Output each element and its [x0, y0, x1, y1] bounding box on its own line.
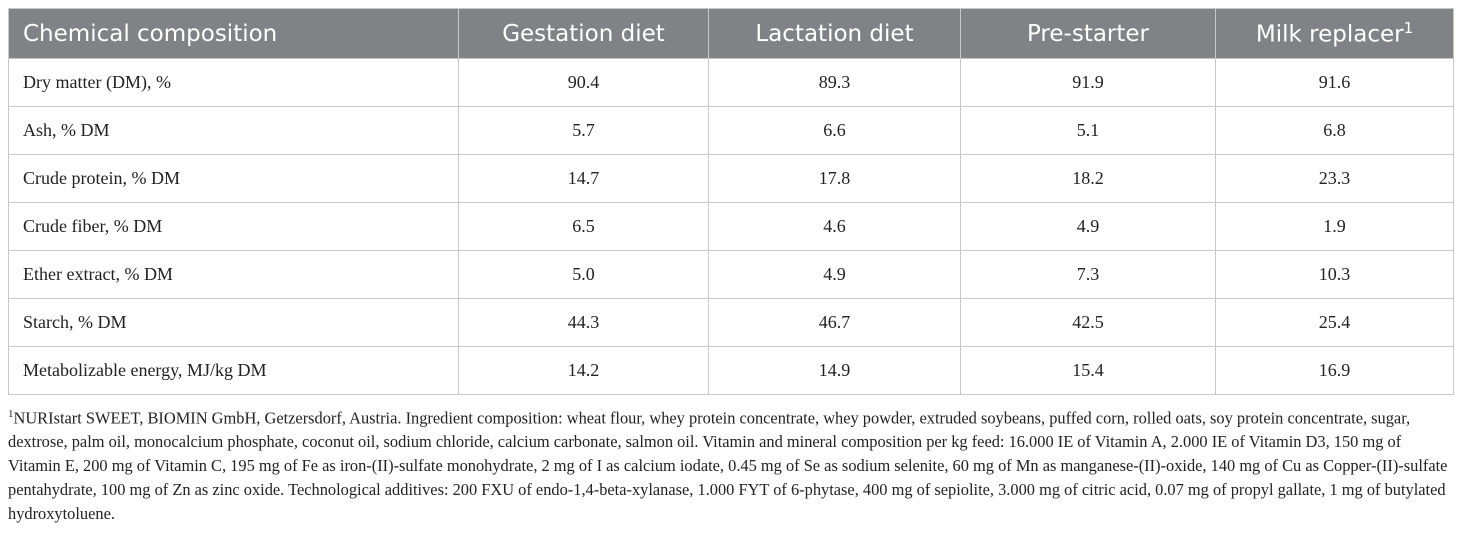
cell-value: 25.4 — [1215, 298, 1454, 347]
row-label: Ether extract, % DM — [8, 250, 459, 299]
header-text: Pre-starter — [1026, 20, 1150, 47]
table-body: Dry matter (DM), % 90.4 89.3 91.9 91.6 Ash, %… — [8, 58, 1454, 395]
footnote: 1NURIstart SWEET, BIOMIN GmbH, Getzersdo… — [8, 402, 1448, 526]
cell-value: 17.8 — [708, 154, 961, 203]
table-row: Crude protein, % DM 14.7 17.8 18.2 23.3 — [8, 154, 1454, 203]
row-label: Starch, % DM — [8, 298, 459, 347]
table-row: Metabolizable energy, MJ/kg DM 14.2 14.9 15… — [8, 346, 1454, 395]
cell-value: 10.3 — [1215, 250, 1454, 299]
cell-value: 42.5 — [960, 298, 1216, 347]
row-label: Crude fiber, % DM — [8, 202, 459, 251]
header-text: Gestation diet — [502, 20, 665, 47]
footnote-mark: 1 — [8, 408, 14, 420]
footnote-text: NURIstart SWEET, BIOMIN GmbH, Getzersdor… — [8, 408, 1448, 524]
composition-table: Chemical composition Gestation diet Lactat… — [8, 8, 1454, 395]
cell-value: 91.9 — [960, 58, 1216, 107]
cell-value: 7.3 — [960, 250, 1216, 299]
cell-value: 91.6 — [1215, 58, 1454, 107]
cell-value: 89.3 — [708, 58, 961, 107]
cell-value: 6.5 — [458, 202, 709, 251]
cell-value: 90.4 — [458, 58, 709, 107]
cell-value: 5.0 — [458, 250, 709, 299]
cell-value: 6.8 — [1215, 106, 1454, 155]
table-row: Ash, % DM 5.7 6.6 5.1 6.8 — [8, 106, 1454, 155]
header-cell: Lactation diet — [708, 8, 961, 59]
cell-value: 5.7 — [458, 106, 709, 155]
cell-value: 18.2 — [960, 154, 1216, 203]
cell-value: 4.9 — [960, 202, 1216, 251]
header-cell: Milk replacer1 — [1215, 8, 1454, 59]
header-text: Chemical composition — [23, 20, 278, 47]
row-label: Dry matter (DM), % — [8, 58, 459, 107]
table-row: Dry matter (DM), % 90.4 89.3 91.9 91.6 — [8, 58, 1454, 107]
cell-value: 23.3 — [1215, 154, 1454, 203]
header-text: Lactation diet — [755, 20, 914, 47]
header-text: Milk replacer — [1255, 21, 1404, 48]
cell-value: 16.9 — [1215, 346, 1454, 395]
row-label: Crude protein, % DM — [8, 154, 459, 203]
cell-value: 46.7 — [708, 298, 961, 347]
cell-value: 1.9 — [1215, 202, 1454, 251]
cell-value: 5.1 — [960, 106, 1216, 155]
cell-value: 14.9 — [708, 346, 961, 395]
cell-value: 44.3 — [458, 298, 709, 347]
header-cell: Pre-starter — [960, 8, 1216, 59]
table-row: Starch, % DM 44.3 46.7 42.5 25.4 — [8, 298, 1454, 347]
header-note: 1 — [1403, 19, 1414, 38]
row-label: Ash, % DM — [8, 106, 459, 155]
cell-value: 4.9 — [708, 250, 961, 299]
cell-value: 15.4 — [960, 346, 1216, 395]
header-cell: Chemical composition — [8, 8, 459, 59]
header-cell: Gestation diet — [458, 8, 709, 59]
table-row: Ether extract, % DM 5.0 4.9 7.3 10.3 — [8, 250, 1454, 299]
cell-value: 6.6 — [708, 106, 961, 155]
header-row: Chemical composition Gestation diet Lactat… — [8, 8, 1454, 59]
cell-value: 14.2 — [458, 346, 709, 395]
cell-value: 4.6 — [708, 202, 961, 251]
table-row: Crude fiber, % DM 6.5 4.6 4.9 1.9 — [8, 202, 1454, 251]
row-label: Metabolizable energy, MJ/kg DM — [8, 346, 459, 395]
cell-value: 14.7 — [458, 154, 709, 203]
